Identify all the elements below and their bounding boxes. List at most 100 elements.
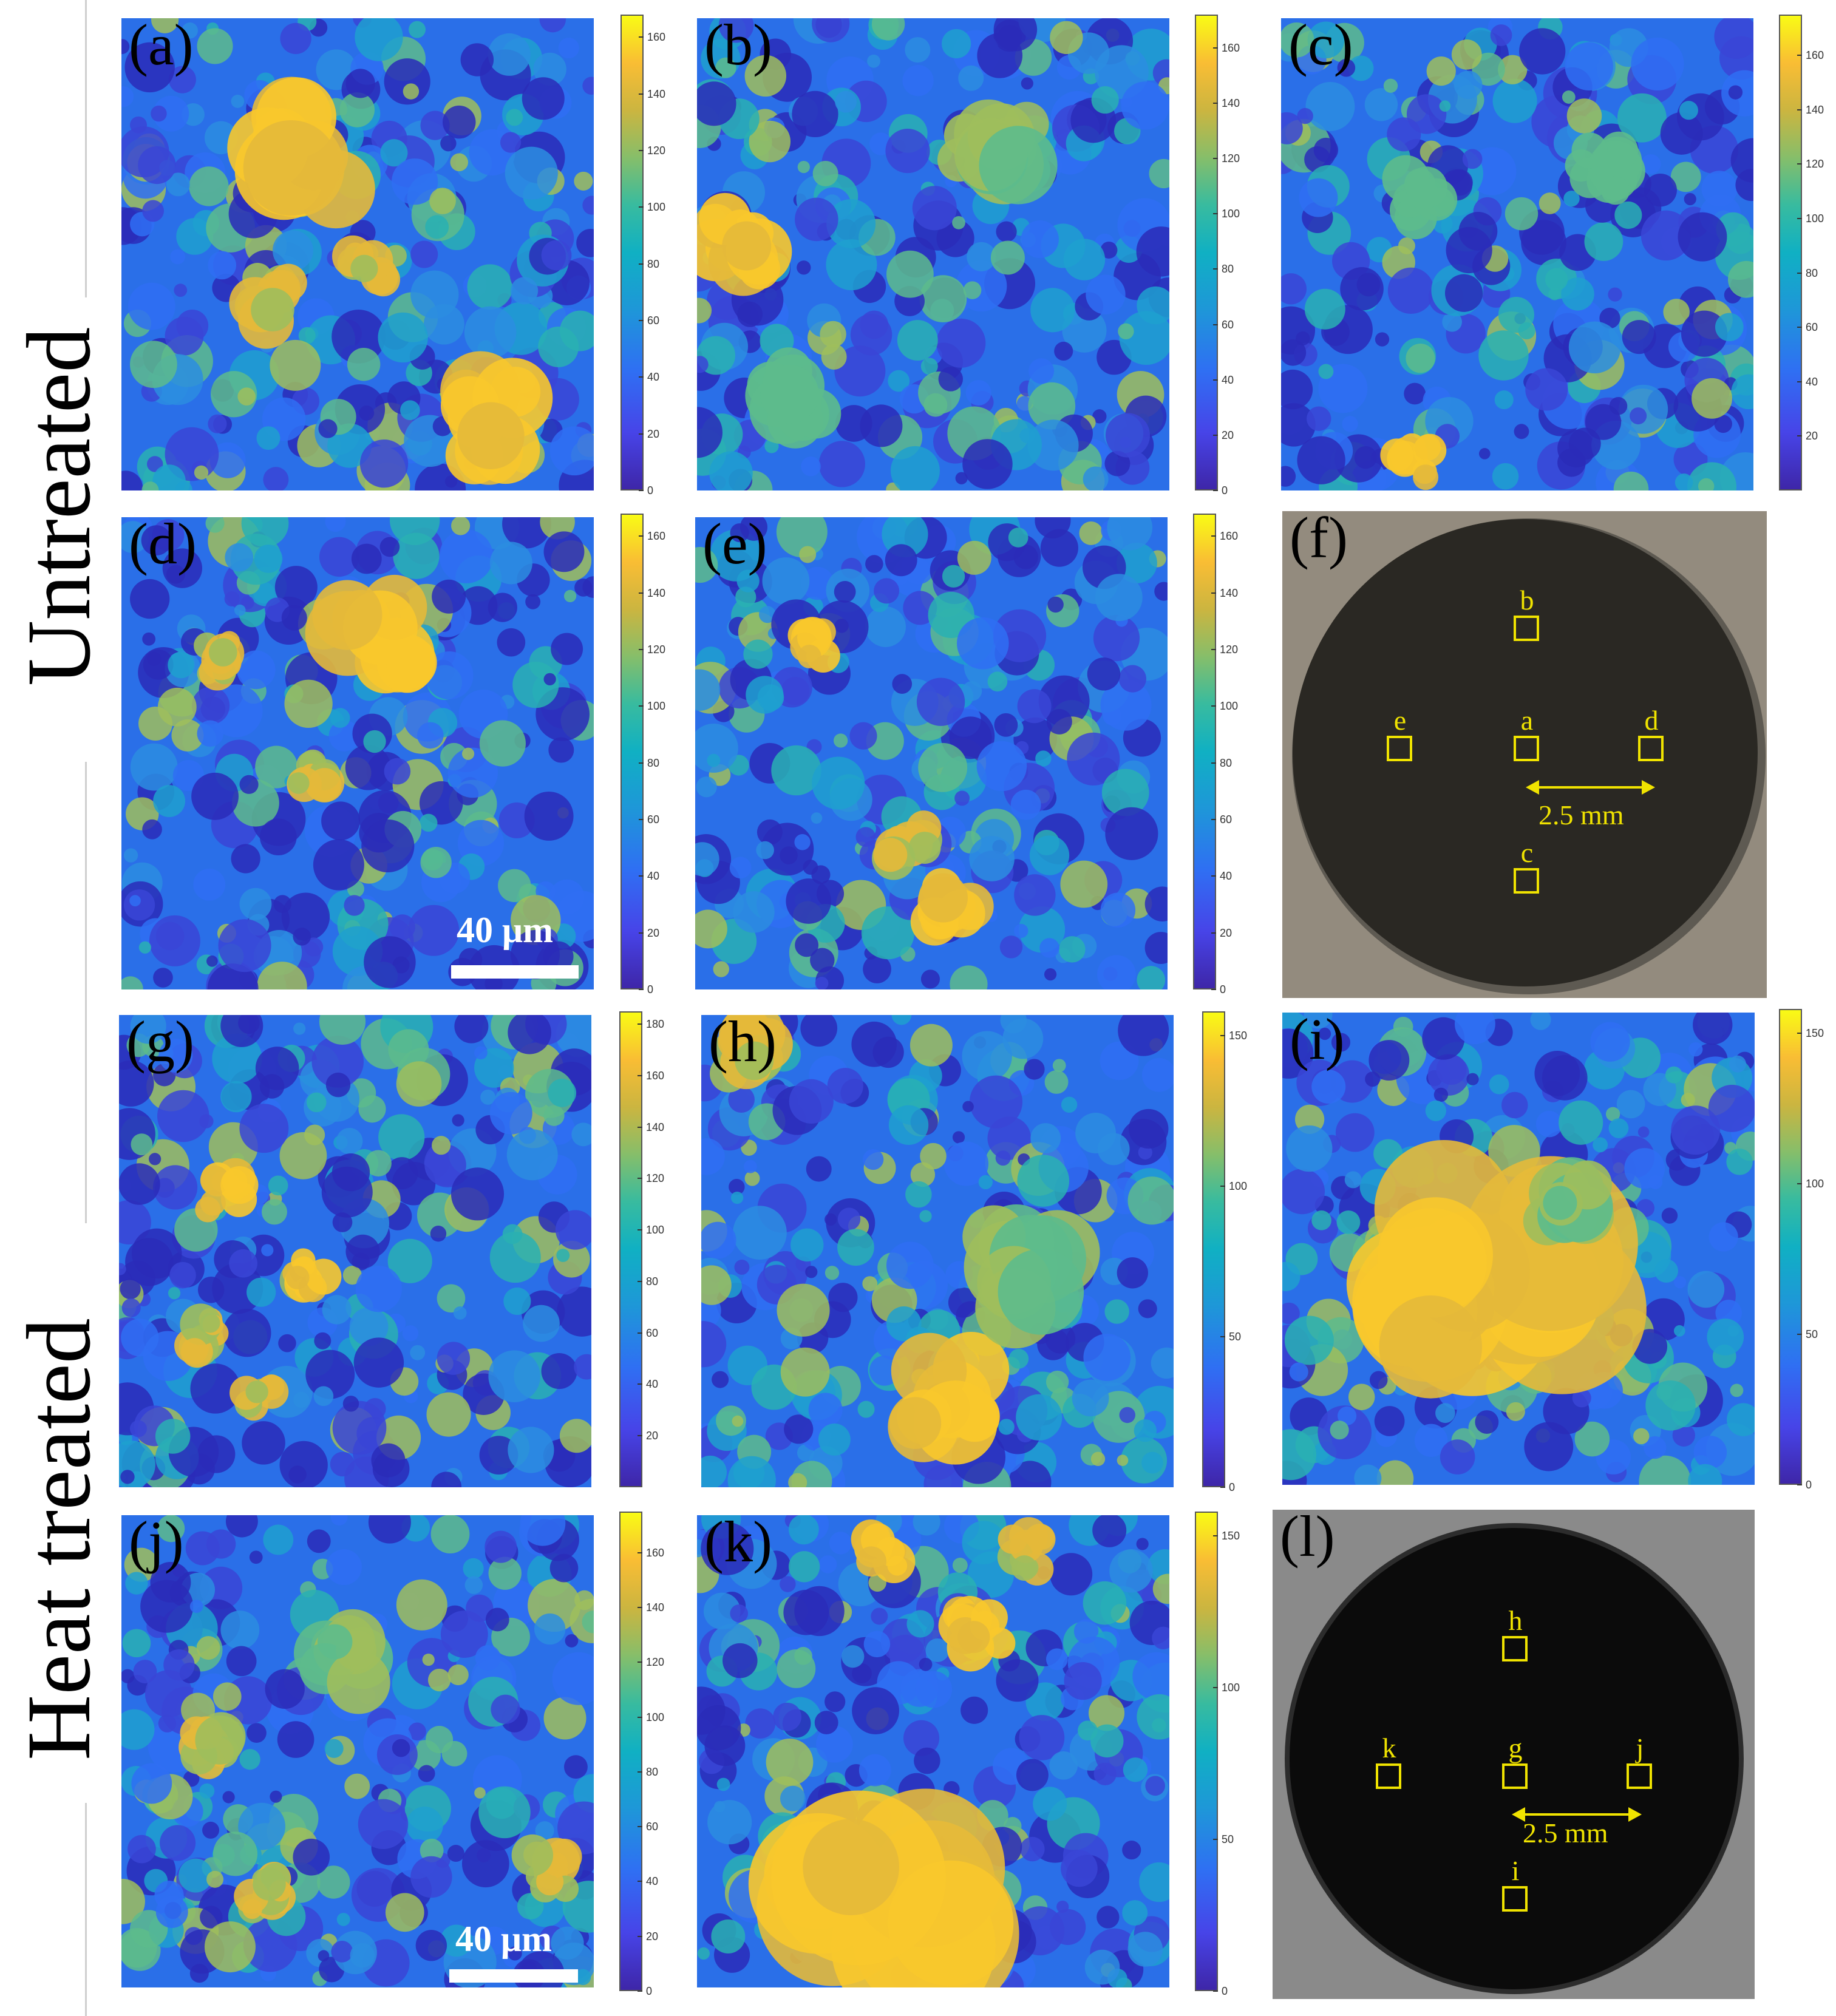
colorbar-tick-mark <box>639 592 644 594</box>
marker-label-b: b <box>1520 585 1534 616</box>
colorbar-tick-label: 80 <box>1222 263 1234 276</box>
map-texture-blob <box>1613 471 1649 490</box>
map-texture-blob <box>958 65 984 91</box>
map-texture-blob <box>453 1306 467 1320</box>
map-texture-blob <box>1307 406 1331 431</box>
map-particle-blob <box>253 1867 286 1901</box>
map-texture-blob <box>861 906 914 960</box>
colorbar-tick-label: 140 <box>1806 103 1824 116</box>
marker-d <box>1638 736 1664 761</box>
colorbar-tick-label: 20 <box>1806 430 1818 443</box>
map-texture-blob <box>152 464 186 490</box>
map-texture-blob <box>378 312 428 363</box>
map-texture-blob <box>450 153 469 172</box>
colorbar-tick-label: 100 <box>647 201 666 214</box>
map-texture-blob <box>1454 1013 1495 1045</box>
panel-c-colorbar <box>1779 15 1802 490</box>
map-particle-blob <box>957 1621 990 1654</box>
map-texture-blob <box>1083 1334 1131 1381</box>
map-texture-blob <box>865 555 883 573</box>
map-texture-blob <box>949 716 992 759</box>
map-texture-blob <box>574 1590 594 1610</box>
colorbar-tick-label: 120 <box>1806 158 1824 171</box>
map-texture-blob <box>344 1773 370 1799</box>
map-texture-blob <box>535 1821 554 1841</box>
map-texture-blob <box>1684 192 1696 206</box>
map-texture-blob <box>293 928 311 946</box>
colorbar-tick-label: 100 <box>1806 212 1824 225</box>
map-particle-blob <box>195 1715 245 1765</box>
colorbar-tick-mark <box>639 36 644 38</box>
map-texture-blob <box>1282 1261 1300 1292</box>
map-texture-blob <box>957 617 1009 670</box>
map-texture-blob <box>1490 24 1512 46</box>
map-texture-blob <box>1590 1022 1630 1062</box>
map-texture-blob <box>511 277 539 305</box>
panel-j-map <box>121 1515 594 1987</box>
map-texture-blob <box>1348 1383 1375 1411</box>
map-texture-blob <box>304 1124 325 1145</box>
map-texture-blob <box>222 1791 235 1804</box>
map-texture-blob <box>1644 173 1677 207</box>
map-texture-blob <box>355 1266 403 1312</box>
map-texture-blob <box>365 1150 392 1177</box>
map-texture-blob <box>1616 1090 1645 1119</box>
map-texture-blob <box>461 747 475 760</box>
colorbar-tick-mark <box>1211 535 1216 537</box>
map-texture-blob <box>234 604 246 616</box>
map-texture-blob <box>1047 596 1064 613</box>
map-texture-blob <box>1338 1406 1357 1425</box>
map-texture-blob <box>891 1015 912 1025</box>
map-texture-blob <box>202 1821 220 1839</box>
map-texture-blob <box>1426 56 1456 86</box>
map-texture-blob <box>998 1419 1015 1435</box>
map-texture-blob <box>119 1060 154 1107</box>
map-texture-blob <box>410 1345 426 1360</box>
colorbar-tick-mark <box>638 1991 642 1992</box>
map-texture-blob <box>826 239 877 291</box>
map-texture-blob <box>948 1287 979 1318</box>
map-texture-blob <box>711 1919 746 1953</box>
marker-label-a: a <box>1520 705 1534 736</box>
map-texture-blob <box>321 801 360 841</box>
map-texture-blob <box>749 120 791 163</box>
map-texture-blob <box>1152 1626 1169 1649</box>
map-texture-blob <box>1025 1682 1065 1722</box>
map-texture-blob <box>1281 339 1307 366</box>
map-texture-blob <box>852 1687 899 1734</box>
colorbar-tick-label: 80 <box>647 756 660 769</box>
map-texture-blob <box>396 1061 442 1107</box>
map-texture-blob <box>709 451 753 490</box>
map-particle-blob <box>918 873 968 923</box>
map-texture-blob <box>733 1206 787 1260</box>
map-texture-blob <box>777 1649 816 1688</box>
map-texture-blob <box>1387 267 1435 314</box>
map-texture-blob <box>1097 1133 1130 1166</box>
map-texture-blob <box>193 868 226 901</box>
map-texture-blob <box>454 1015 489 1044</box>
map-texture-blob <box>1608 1118 1629 1138</box>
map-texture-blob <box>1518 322 1535 340</box>
map-texture-blob <box>1453 70 1483 100</box>
map-texture-blob <box>1020 1836 1045 1862</box>
map-texture-blob <box>919 275 967 323</box>
map-texture-blob <box>543 1105 565 1126</box>
map-texture-blob <box>1559 1100 1603 1145</box>
map-texture-blob <box>728 1086 755 1113</box>
map-texture-blob <box>1561 277 1594 311</box>
map-texture-blob <box>1090 1724 1124 1758</box>
map-particle-blob <box>1543 1186 1577 1220</box>
map-texture-blob <box>1097 955 1136 989</box>
colorbar-tick-label: 140 <box>647 87 666 100</box>
colorbar-tick-label: 50 <box>1806 1328 1818 1340</box>
map-texture-blob <box>1029 835 1070 875</box>
map-texture-blob <box>332 1212 353 1232</box>
map-texture-blob <box>474 1787 486 1799</box>
map-texture-blob <box>342 1266 362 1285</box>
map-texture-blob <box>130 341 177 389</box>
map-texture-blob <box>549 879 585 915</box>
map-texture-blob <box>1305 82 1355 131</box>
map-texture-blob <box>976 741 1027 792</box>
map-particle-blob <box>200 1190 226 1216</box>
map-texture-blob <box>1342 416 1358 432</box>
